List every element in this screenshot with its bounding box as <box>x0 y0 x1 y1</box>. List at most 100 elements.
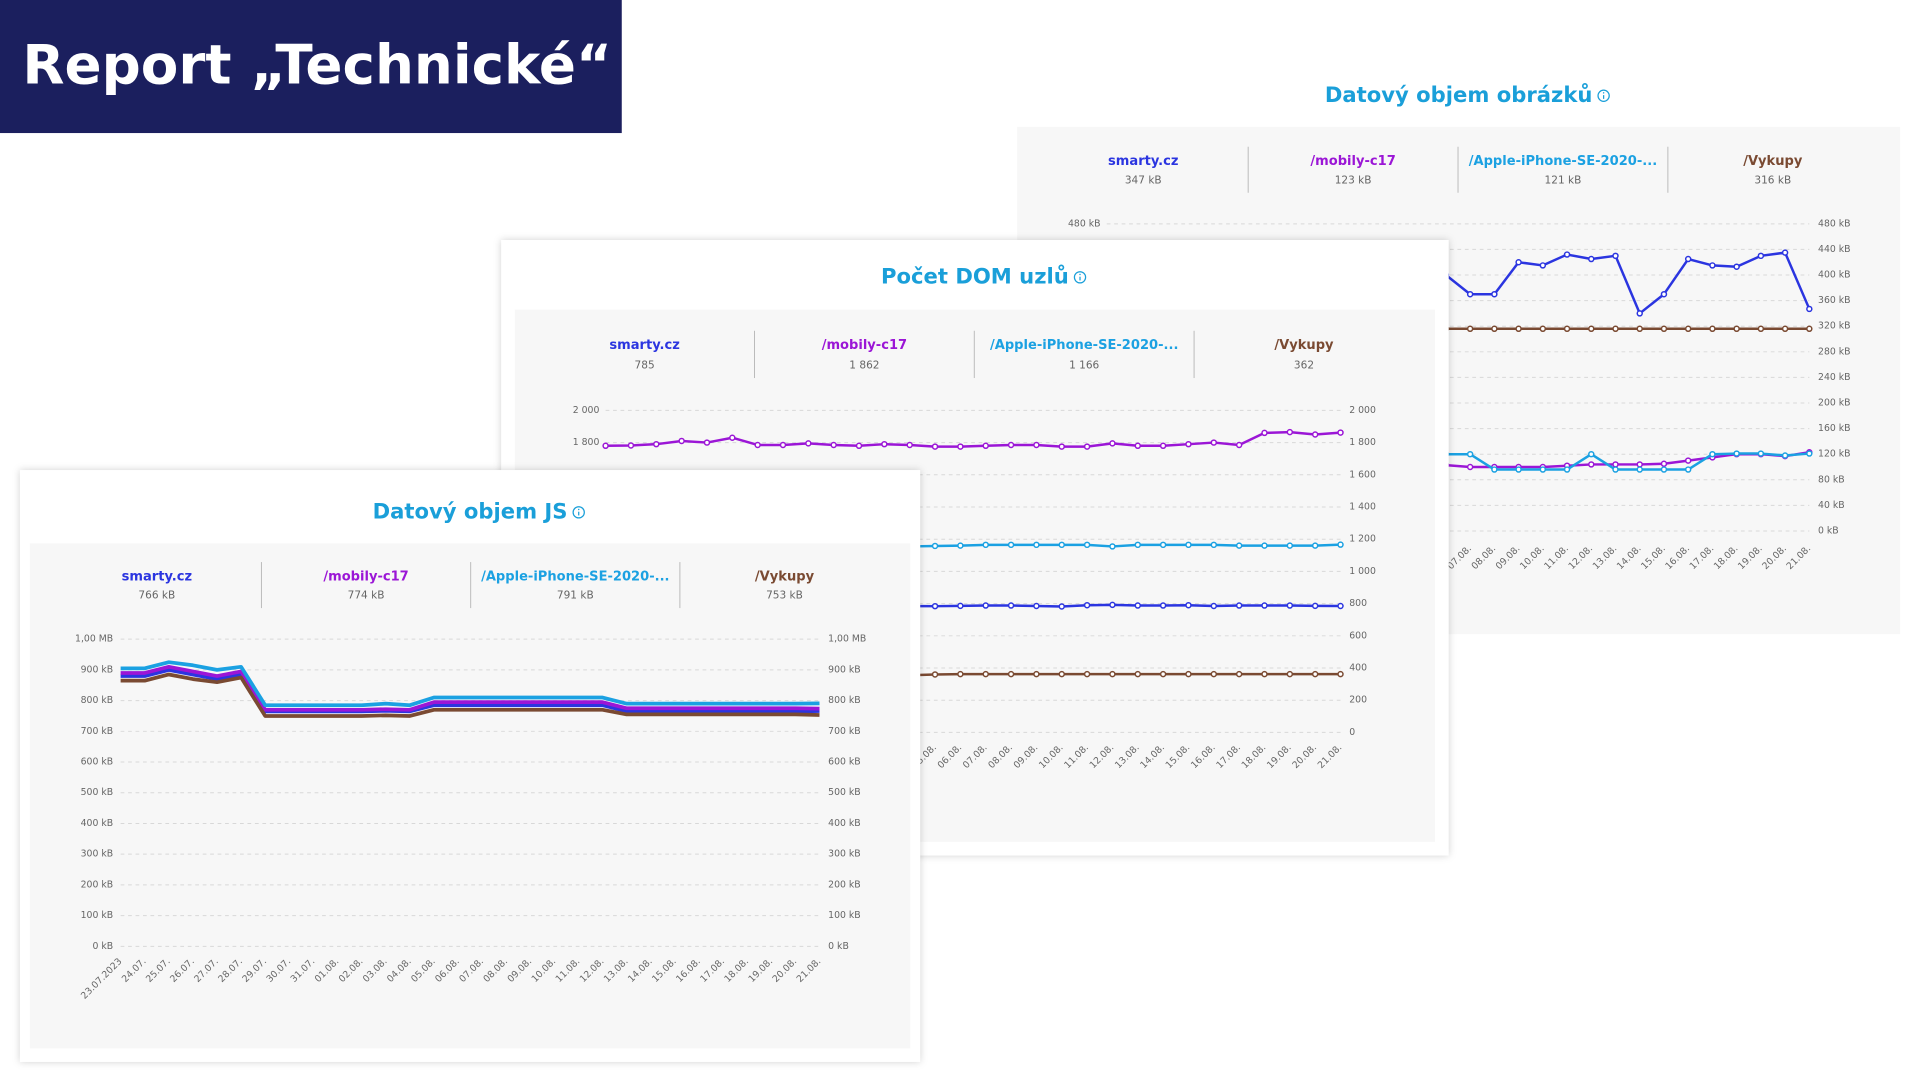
y-tick-label: 2 000 <box>573 405 600 416</box>
y2-tick-label: 800 kB <box>828 695 861 706</box>
point <box>1781 249 1789 256</box>
point <box>1109 440 1116 447</box>
y2-tick-label: 200 kB <box>828 879 861 890</box>
point <box>957 602 964 610</box>
point <box>1588 255 1595 263</box>
y2-tick-label: 1 400 <box>1349 501 1376 512</box>
point <box>1134 442 1142 450</box>
point <box>1033 441 1040 449</box>
point <box>1466 450 1474 458</box>
point <box>1083 670 1091 678</box>
y2-tick-label: 320 kB <box>1818 321 1851 332</box>
info-icon-dot <box>1079 273 1081 276</box>
summary-name: /Apple-iPhone-SE-2020-... <box>1469 154 1657 169</box>
point <box>1757 450 1765 457</box>
y2-tick-label: 0 kB <box>1818 525 1839 536</box>
point <box>982 442 989 450</box>
point <box>1806 325 1813 333</box>
point <box>1210 541 1218 549</box>
point <box>1235 542 1243 549</box>
point <box>1134 541 1142 549</box>
y-tick-label: 480 kB <box>1068 218 1101 229</box>
point <box>1491 325 1498 333</box>
point <box>1083 443 1091 450</box>
summary-name: /Apple-iPhone-SE-2020-... <box>481 569 669 584</box>
point <box>754 441 761 449</box>
point <box>1261 602 1268 609</box>
point <box>1109 543 1116 550</box>
point <box>1539 325 1547 333</box>
point <box>1612 325 1619 333</box>
summary-value: 774 kB <box>348 590 385 602</box>
info-icon <box>1597 89 1610 102</box>
summary-value: 1 166 <box>1069 360 1099 372</box>
point <box>1134 602 1142 609</box>
point <box>1588 461 1595 468</box>
point <box>982 670 989 678</box>
series-line <box>120 660 820 708</box>
point <box>1185 440 1192 448</box>
point <box>906 441 913 449</box>
info-icon-dot <box>577 508 580 511</box>
y2-tick-label: 1,00 MB <box>828 634 866 645</box>
point <box>1660 290 1668 298</box>
point <box>1185 541 1192 549</box>
point <box>1733 325 1740 333</box>
y-tick-label: 600 kB <box>81 757 114 768</box>
summary-name: /mobily-c17 <box>822 338 907 353</box>
y2-tick-label: 800 <box>1349 598 1367 609</box>
y2-tick-label: 500 kB <box>828 787 861 798</box>
y-tick-label: 1,00 MB <box>75 634 113 645</box>
y2-tick-label: 240 kB <box>1818 372 1851 383</box>
point <box>1757 252 1765 260</box>
point <box>1684 255 1692 263</box>
y2-tick-label: 480 kB <box>1818 218 1851 229</box>
point <box>1588 450 1595 458</box>
summary-value: 347 kB <box>1125 174 1162 186</box>
point <box>703 439 711 446</box>
point <box>931 602 939 610</box>
point <box>1185 670 1192 678</box>
info-icon <box>572 506 585 519</box>
point <box>1109 670 1116 678</box>
y2-tick-label: 600 <box>1349 630 1367 641</box>
point <box>1709 325 1716 333</box>
point <box>1058 443 1065 450</box>
y2-tick-label: 40 kB <box>1818 500 1845 511</box>
point <box>931 443 939 450</box>
series-line <box>605 430 1341 448</box>
point <box>830 441 837 449</box>
point <box>931 542 939 550</box>
y2-tick-label: 300 kB <box>828 849 861 860</box>
point <box>1235 602 1243 609</box>
summary-value: 362 <box>1294 360 1314 372</box>
y-tick-label: 500 kB <box>81 787 114 798</box>
point <box>1007 670 1015 678</box>
y-tick-label: 700 kB <box>81 726 114 737</box>
point <box>982 541 989 549</box>
y2-tick-label: 360 kB <box>1818 295 1851 306</box>
point <box>1261 670 1268 678</box>
point <box>1563 251 1571 258</box>
point <box>1588 325 1595 333</box>
point <box>1286 602 1294 609</box>
point <box>1286 670 1294 678</box>
point <box>1033 602 1040 610</box>
point <box>1109 601 1116 609</box>
point <box>1466 463 1474 471</box>
y2-tick-label: 280 kB <box>1818 346 1851 357</box>
y2-tick-label: 1 000 <box>1349 566 1376 577</box>
point <box>1466 325 1474 333</box>
header-title: Report „Technické“ <box>22 33 612 97</box>
y2-tick-label: 200 kB <box>1818 398 1851 409</box>
summary-value: 766 kB <box>138 590 175 602</box>
point <box>1058 603 1065 610</box>
y-tick-label: 100 kB <box>81 910 114 921</box>
point <box>1159 541 1167 549</box>
point <box>1636 466 1643 473</box>
point <box>1733 263 1740 270</box>
point <box>1033 670 1040 678</box>
point <box>1286 542 1294 549</box>
point <box>1612 252 1619 260</box>
